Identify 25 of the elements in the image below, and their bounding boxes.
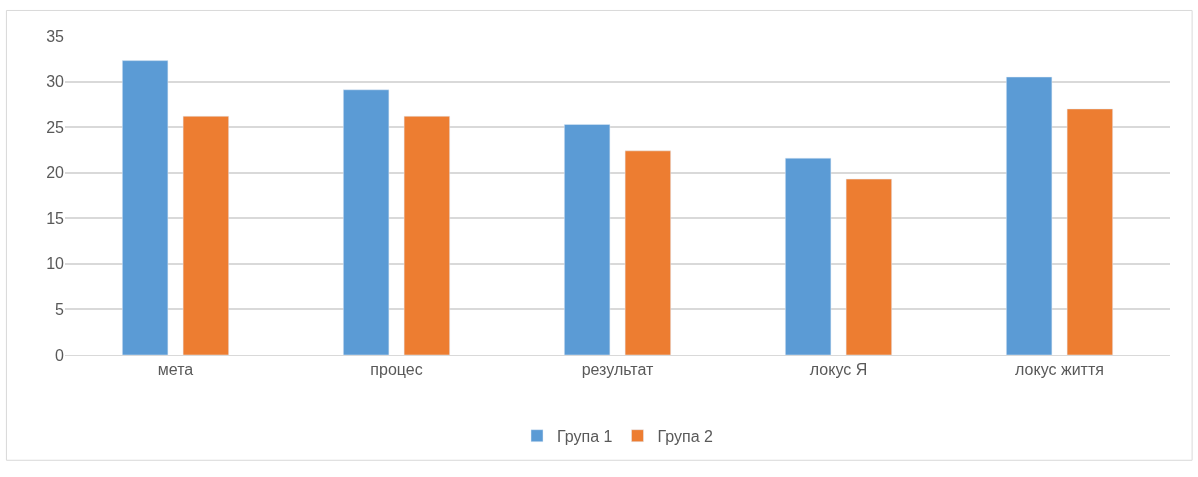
bar [1066, 108, 1113, 355]
bar [182, 115, 229, 355]
y-tick-label: 5 [55, 301, 65, 319]
bar [785, 157, 832, 355]
bar [343, 89, 390, 355]
y-tick-label: 10 [46, 255, 65, 273]
legend-label: Група 2 [657, 427, 713, 445]
bar [564, 124, 611, 355]
x-tick-label: процес [370, 361, 423, 379]
legend-label: Група 1 [557, 427, 613, 445]
bar [122, 60, 169, 355]
y-tick-label: 35 [46, 27, 65, 45]
y-tick-label: 15 [46, 209, 65, 227]
x-tick-label: локус Я [809, 361, 868, 379]
x-tick-label: результат [581, 361, 655, 379]
bar [1006, 76, 1053, 355]
y-tick-label: 0 [55, 346, 65, 364]
bar [845, 178, 892, 355]
y-tick-label: 30 [46, 73, 65, 91]
x-tick-label: мета [157, 361, 194, 379]
y-tick-label: 25 [46, 118, 65, 136]
y-tick-label: 20 [46, 164, 65, 182]
bar [624, 150, 671, 355]
x-tick-label: локус життя [1015, 361, 1104, 379]
bar [403, 115, 450, 355]
